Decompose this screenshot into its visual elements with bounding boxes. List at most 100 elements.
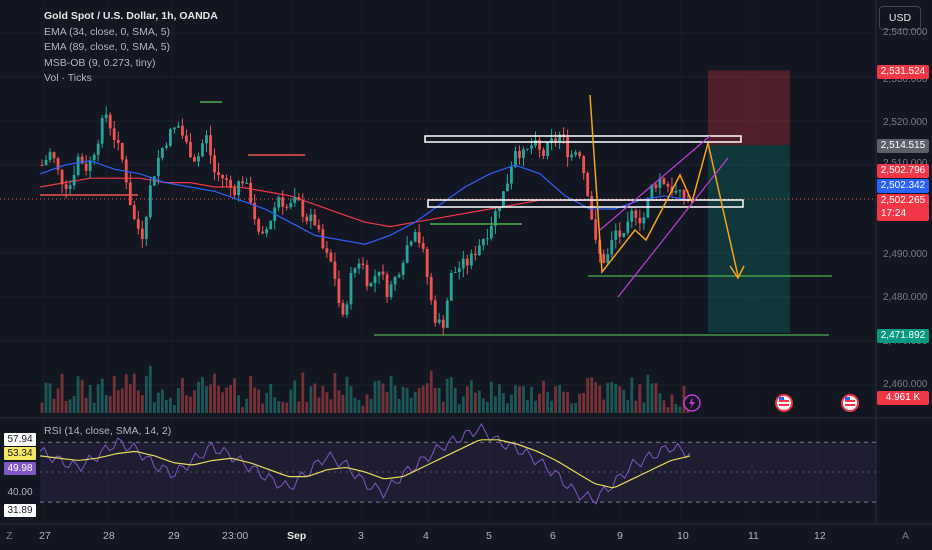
volume-bar xyxy=(209,384,212,413)
volume-bar xyxy=(257,389,261,413)
volume-bar xyxy=(618,386,622,413)
position-tool[interactable] xyxy=(0,70,876,333)
time-label: Sep xyxy=(287,530,307,542)
volume-bar xyxy=(337,390,341,413)
ema34-line xyxy=(39,159,691,245)
volume-bar xyxy=(558,384,562,413)
volume-bar xyxy=(642,402,646,413)
indicator-msb-label[interactable]: MSB-OB (9, 0.273, tiny) xyxy=(44,56,156,69)
candle-body xyxy=(265,229,269,234)
rsi-mid-tick: 40.00 xyxy=(7,487,33,498)
volume-bar xyxy=(578,393,582,413)
candle-body xyxy=(622,232,626,237)
volume-bar xyxy=(562,391,566,413)
timezone-icon[interactable]: Z xyxy=(6,530,13,542)
candle-body xyxy=(526,148,529,150)
candle-body xyxy=(128,182,132,206)
volume-bar xyxy=(493,396,497,413)
volume-bar xyxy=(321,385,325,413)
candle-body xyxy=(116,139,120,143)
volume-bar xyxy=(502,392,505,413)
candle-body xyxy=(209,135,212,156)
time-label: 12 xyxy=(814,530,826,542)
volume-bar xyxy=(48,383,52,413)
candle-body xyxy=(618,230,622,237)
volume-bar xyxy=(92,402,96,413)
volume-bar xyxy=(136,390,140,413)
rsi-upper-tag: 57.94 xyxy=(4,433,36,446)
candle-body xyxy=(173,127,176,130)
candle-body xyxy=(449,273,453,301)
drawings[interactable] xyxy=(40,94,832,336)
volume-bar xyxy=(285,402,289,413)
us-flag-icon xyxy=(779,400,789,402)
volume-bar xyxy=(309,386,313,413)
event-icons[interactable] xyxy=(683,394,859,412)
candlesticks xyxy=(40,106,690,336)
candle-body xyxy=(453,272,457,274)
time-label: 23:00 xyxy=(222,530,249,542)
candle-body xyxy=(393,277,397,285)
candle-body xyxy=(634,210,638,218)
candle-body xyxy=(120,142,124,160)
projection-path xyxy=(589,94,739,277)
volume-bar xyxy=(68,399,72,413)
indicator-ema34-label[interactable]: EMA (34, close, 0, SMA, 5) xyxy=(44,25,171,38)
volume-bar xyxy=(225,387,228,413)
candle-body xyxy=(602,253,606,263)
candle-body xyxy=(136,219,140,229)
candle-body xyxy=(481,239,485,246)
volume-bar xyxy=(510,394,513,413)
time-label: 5 xyxy=(486,530,492,542)
volume-bar xyxy=(112,375,116,413)
candle-body xyxy=(333,261,337,279)
stop-price-tag: 2,531.524 xyxy=(877,65,929,79)
rsi-legend[interactable]: RSI (14, close, SMA, 14, 2) xyxy=(44,425,172,437)
volume-bar xyxy=(249,376,253,413)
volume-bar xyxy=(550,400,553,413)
volume-bar xyxy=(397,398,401,413)
candle-body xyxy=(285,206,289,208)
volume-bar xyxy=(598,385,602,413)
candle-body xyxy=(269,220,273,230)
candle-body xyxy=(345,304,349,315)
rsi-pane xyxy=(39,422,876,505)
candle-body xyxy=(642,217,646,224)
candle-body xyxy=(445,300,449,328)
candle-body xyxy=(229,179,232,188)
volume-bar xyxy=(253,387,257,413)
candle-body xyxy=(558,134,562,142)
volume-bar xyxy=(477,390,481,413)
volume-bar xyxy=(353,397,357,413)
indicator-ema89-label[interactable]: EMA (89, close, 0, SMA, 5) xyxy=(44,41,171,54)
candle-body xyxy=(425,248,429,278)
candle-body xyxy=(68,185,72,189)
candle-body xyxy=(646,198,650,218)
volume-bar xyxy=(485,401,489,413)
auto-scale-icon[interactable]: A xyxy=(902,530,910,542)
volume-bar xyxy=(148,365,152,413)
volume-bar xyxy=(289,389,293,413)
volume-bar xyxy=(389,375,393,413)
candle-body xyxy=(658,178,662,188)
indicator-volume-label[interactable]: Vol · Ticks xyxy=(44,72,92,85)
time-label: 27 xyxy=(39,530,51,542)
candle-body xyxy=(626,221,630,233)
volume-bar xyxy=(518,386,521,413)
volume-bar xyxy=(229,384,232,413)
candle-body xyxy=(457,268,461,273)
candle-body xyxy=(485,238,489,240)
volume-bar xyxy=(269,384,273,413)
candle-body xyxy=(108,114,112,129)
candle-body xyxy=(197,156,200,162)
volume-bar xyxy=(469,380,473,413)
currency-button[interactable]: USD xyxy=(879,6,921,30)
volume-bar xyxy=(104,395,108,413)
candle-body xyxy=(241,181,245,184)
channel-lower-line xyxy=(617,157,729,298)
volume-bar xyxy=(56,388,60,413)
symbol-title[interactable]: Gold Spot / U.S. Dollar, 1h, OANDA xyxy=(44,10,218,22)
volume-bar xyxy=(40,402,44,413)
volume-bar xyxy=(201,376,204,413)
